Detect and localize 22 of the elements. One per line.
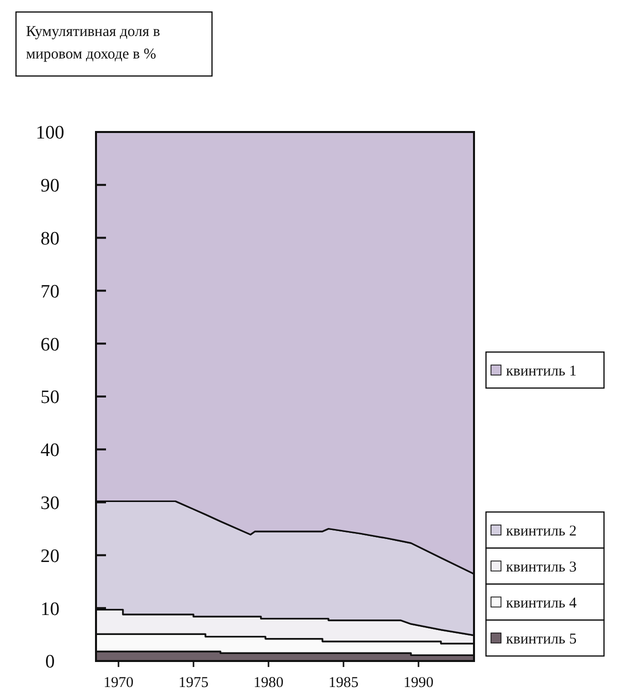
legend-label: квинтиль 2 [506,523,577,540]
y-tick-label: 20 [40,546,60,567]
y-tick-label: 60 [40,334,60,356]
x-tick-label: 1990 [404,675,434,690]
x-tick-label: 1975 [178,675,208,690]
y-tick-label: 30 [40,492,60,514]
legend-label: квинтиль 1 [506,363,577,380]
legend-label: квинтиль 3 [506,559,577,576]
y-tick-label: 40 [40,440,60,462]
legend-label: квинтиль 4 [506,595,578,612]
y-tick-label: 0 [45,652,55,673]
y-axis-title: Кумулятивная доля в мировом доходе в % [26,24,160,62]
x-tick-label: 1980 [254,675,284,690]
y-tick-label: 80 [40,228,60,250]
x-tick-label: 1985 [328,675,358,690]
y-tick-label: 10 [40,598,60,620]
x-tick-label: 1970 [104,675,134,690]
y-tick-label: 100 [36,122,64,144]
y-tick-label: 90 [40,176,60,197]
y-tick-label: 50 [40,387,60,408]
y-tick-label: 70 [40,281,60,302]
legend-label: квинтиль 5 [506,631,577,648]
